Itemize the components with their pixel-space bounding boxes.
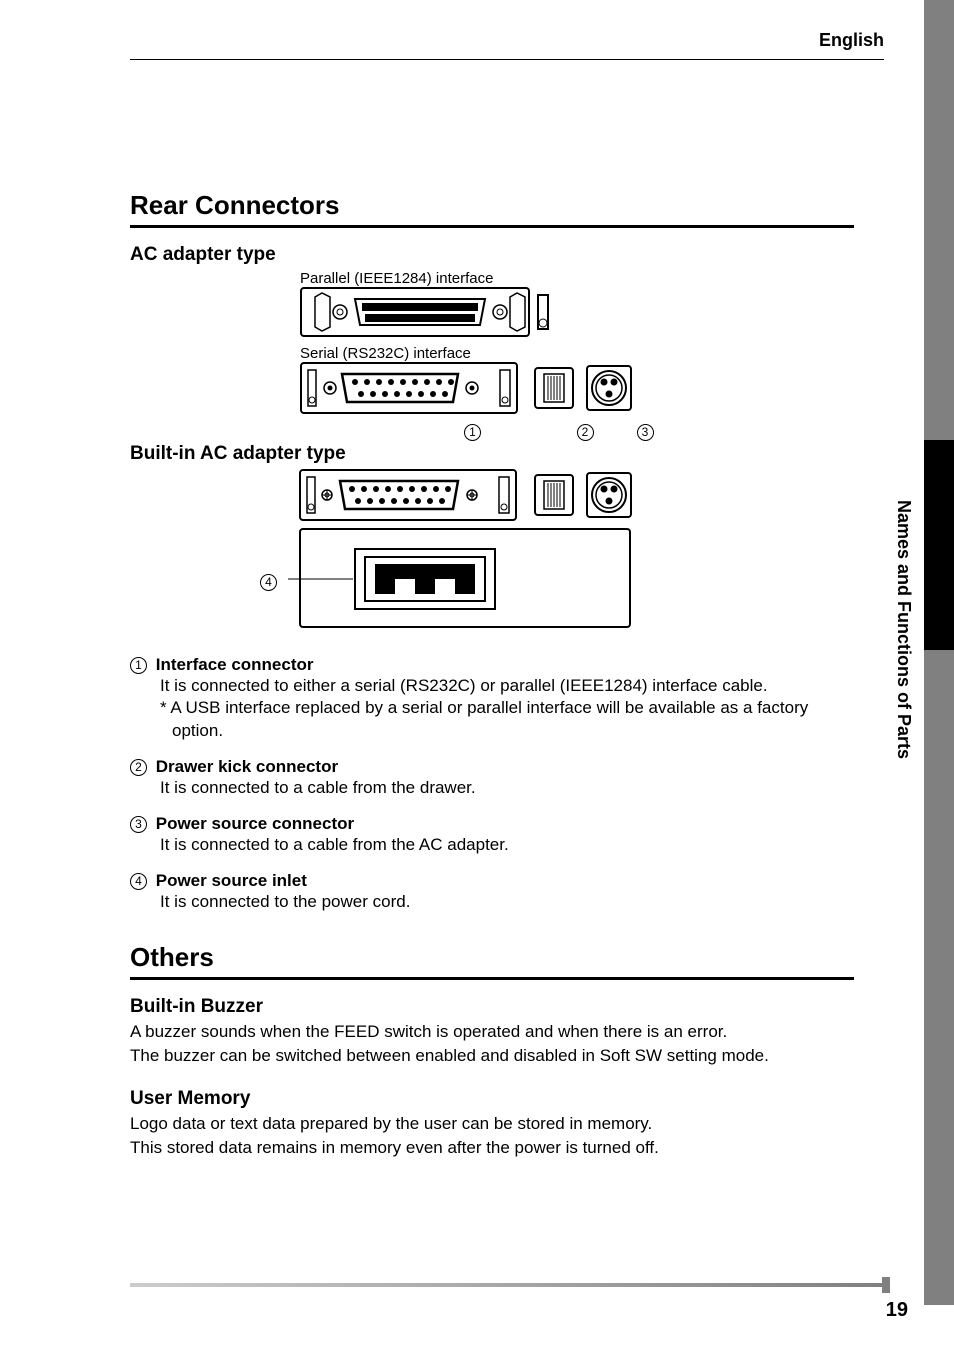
- section-others: Others Built-in Buzzer A buzzer sounds w…: [130, 942, 854, 1159]
- subheading-ac-adapter: AC adapter type: [130, 244, 854, 266]
- buzzer-line-1: A buzzer sounds when the FEED switch is …: [130, 1022, 727, 1041]
- page-header: English: [130, 30, 884, 60]
- label-parallel-interface: Parallel (IEEE1284) interface: [300, 270, 854, 287]
- label-serial-interface: Serial (RS232C) interface: [300, 345, 854, 362]
- def-drawer-kick: 2 Drawer kick connector It is connected …: [130, 757, 854, 800]
- def-num-2: 2: [130, 759, 147, 776]
- callout-1: 1: [464, 424, 481, 441]
- section-title-others: Others: [130, 942, 854, 980]
- memory-line-1: Logo data or text data prepared by the u…: [130, 1114, 652, 1133]
- def-power-source-inlet: 4 Power source inlet It is connected to …: [130, 871, 854, 914]
- page-content: Rear Connectors AC adapter type Parallel…: [0, 60, 954, 1159]
- buzzer-line-2: The buzzer can be switched between enabl…: [130, 1046, 769, 1065]
- footer-rule: [130, 1283, 884, 1287]
- def-power-source-connector: 3 Power source connector It is connected…: [130, 814, 854, 857]
- subheading-buzzer: Built-in Buzzer: [130, 996, 854, 1018]
- section-title-rear-connectors: Rear Connectors: [130, 190, 854, 228]
- diagram-ac-adapter: Parallel (IEEE1284) interface: [300, 270, 854, 441]
- def-num-3: 3: [130, 816, 147, 833]
- subheading-user-memory: User Memory: [130, 1088, 854, 1110]
- builtin-ac-diagram: [280, 469, 650, 629]
- para-buzzer: A buzzer sounds when the FEED switch is …: [130, 1020, 854, 1068]
- header-language: English: [819, 30, 884, 51]
- callout-4-wrap: 4: [260, 574, 834, 592]
- callout-4: 4: [260, 574, 277, 591]
- footer-tick: [882, 1277, 890, 1293]
- def-body-4: It is connected to the power cord.: [160, 891, 854, 914]
- def-title-3: Power source connector: [156, 814, 354, 833]
- callout-row-1: 1 2 3: [395, 423, 854, 441]
- subheading-builtin-ac: Built-in AC adapter type: [130, 443, 854, 465]
- callout-2: 2: [577, 424, 594, 441]
- def-num-4: 4: [130, 873, 147, 890]
- para-user-memory: Logo data or text data prepared by the u…: [130, 1112, 854, 1160]
- def-body-2: It is connected to a cable from the draw…: [160, 777, 854, 800]
- parallel-interface-diagram: [300, 287, 550, 337]
- diagram-builtin-ac: 4: [280, 469, 854, 647]
- callout-3: 3: [637, 424, 654, 441]
- def-title-2: Drawer kick connector: [156, 757, 338, 776]
- def-body-1: It is connected to either a serial (RS23…: [160, 675, 854, 698]
- def-title-1: Interface connector: [156, 655, 314, 674]
- def-num-1: 1: [130, 657, 147, 674]
- def-body-3: It is connected to a cable from the AC a…: [160, 834, 854, 857]
- page-number: 19: [886, 1299, 908, 1322]
- memory-line-2: This stored data remains in memory even …: [130, 1138, 659, 1157]
- def-title-4: Power source inlet: [156, 871, 307, 890]
- definitions-list: 1 Interface connector It is connected to…: [130, 655, 854, 915]
- serial-interface-diagram: [300, 362, 640, 417]
- def-note-1: * A USB interface replaced by a serial o…: [172, 697, 854, 743]
- def-interface-connector: 1 Interface connector It is connected to…: [130, 655, 854, 744]
